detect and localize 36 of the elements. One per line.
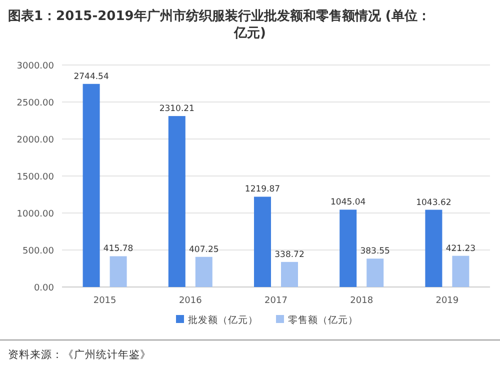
x-tick-label: 2018 (350, 296, 374, 306)
x-tick-label: 2019 (436, 296, 459, 306)
data-label: 383.55 (360, 246, 390, 257)
data-label: 338.72 (274, 250, 304, 260)
x-tick-label: 2015 (93, 296, 116, 306)
data-label: 407.25 (189, 244, 219, 255)
data-label: 415.78 (103, 244, 134, 254)
data-label: 1045.04 (330, 198, 366, 208)
bar (425, 210, 442, 287)
title: 图表1：2015-2019年广州市纺织服装行业批发额和零售额情况 (单位：亿元) (8, 9, 430, 41)
bar (452, 256, 470, 287)
legend-label: 零售额（亿元） (288, 314, 358, 326)
bar (281, 262, 298, 287)
x-tick-label: 2017 (264, 296, 288, 306)
y-tick-label: 500.00 (22, 246, 54, 256)
y-tick-label: 1500.00 (16, 172, 54, 182)
bar (254, 196, 271, 287)
y-tick-label: 2500.00 (16, 98, 54, 108)
bar (195, 256, 212, 287)
data-label: 2310.21 (159, 104, 194, 114)
data-label: 2744.54 (74, 72, 109, 82)
y-tick-label: 2000.00 (16, 136, 54, 146)
data-label: 421.23 (446, 244, 476, 254)
legend-label: 批发额（亿元） (188, 314, 258, 326)
bar (168, 116, 186, 287)
data-label: 1043.62 (416, 198, 452, 208)
y-tick-label: 0.00 (34, 284, 54, 294)
bar (340, 210, 357, 287)
bar (82, 84, 100, 287)
data-label: 1219.87 (244, 184, 280, 195)
bar (366, 258, 384, 287)
y-tick-label: 1000.00 (16, 210, 54, 220)
y-tick-label: 3000.00 (16, 62, 54, 72)
text: 资料来源：《广州统计年鉴》 (8, 348, 151, 361)
x-tick-label: 2016 (178, 296, 202, 306)
bar (110, 256, 127, 287)
